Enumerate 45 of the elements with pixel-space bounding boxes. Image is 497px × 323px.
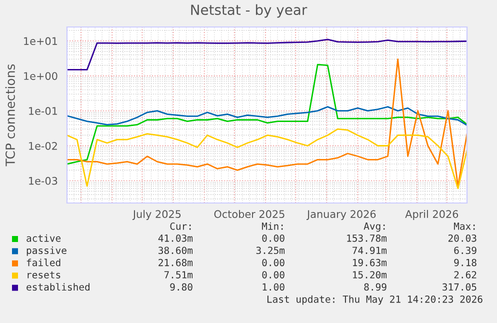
text: 0.00 bbox=[262, 234, 284, 242]
text: 1.00 bbox=[262, 283, 284, 291]
legend-label: passive bbox=[26, 246, 66, 256]
y-tick-label: 1e+00 bbox=[24, 72, 58, 80]
y-tick-label: 1e-03 bbox=[29, 176, 58, 185]
text: 19.63m bbox=[353, 258, 387, 266]
text: 9.18 bbox=[454, 258, 476, 266]
y-tick-label: 1e+01 bbox=[24, 37, 58, 46]
text: 38.60m bbox=[158, 246, 193, 254]
x-tick-label: October 2025 bbox=[214, 210, 284, 218]
legend-label: active bbox=[26, 234, 61, 242]
text: 0.00 bbox=[262, 271, 284, 278]
y-tick-label: 1e-01 bbox=[29, 107, 58, 115]
text: 3.25m bbox=[256, 246, 285, 254]
text: 317.05 bbox=[442, 283, 476, 291]
text: 6.39 bbox=[454, 246, 476, 254]
text: 7.51m bbox=[164, 271, 193, 278]
text: 9.80 bbox=[170, 283, 192, 291]
text: 21.68m bbox=[158, 258, 193, 266]
legend-label: established bbox=[26, 283, 90, 291]
text: Max: bbox=[454, 222, 475, 230]
y-tick-label: 1e-02 bbox=[29, 142, 57, 150]
text: 2.62 bbox=[454, 271, 476, 278]
text: 15.20m bbox=[353, 271, 387, 278]
line-series bbox=[67, 64, 467, 165]
text: Last update: Thu May 21 14:20:23 2026 bbox=[267, 295, 482, 305]
line-series bbox=[67, 128, 467, 190]
text: 74.91m bbox=[352, 246, 387, 254]
line-series bbox=[67, 38, 467, 70]
text: 20.03 bbox=[448, 234, 476, 242]
text: Avg: bbox=[364, 222, 385, 232]
text: 153.78m bbox=[347, 234, 387, 242]
text: Min: bbox=[262, 222, 283, 230]
text: 8.99 bbox=[364, 283, 386, 291]
chart-title: Netstat - by year bbox=[191, 4, 308, 18]
legend-label: failed bbox=[26, 258, 60, 266]
y-axis-title: TCP connections bbox=[5, 64, 15, 166]
text: Cur: bbox=[170, 222, 191, 230]
text: 41.03m bbox=[158, 234, 193, 242]
line-series bbox=[67, 106, 467, 126]
x-tick-label: April 2026 bbox=[405, 210, 458, 220]
legend-label: resets bbox=[28, 271, 60, 278]
x-tick-label: July 2025 bbox=[132, 210, 181, 220]
x-tick-label: January 2026 bbox=[306, 210, 376, 220]
text: 0.00 bbox=[262, 258, 284, 266]
